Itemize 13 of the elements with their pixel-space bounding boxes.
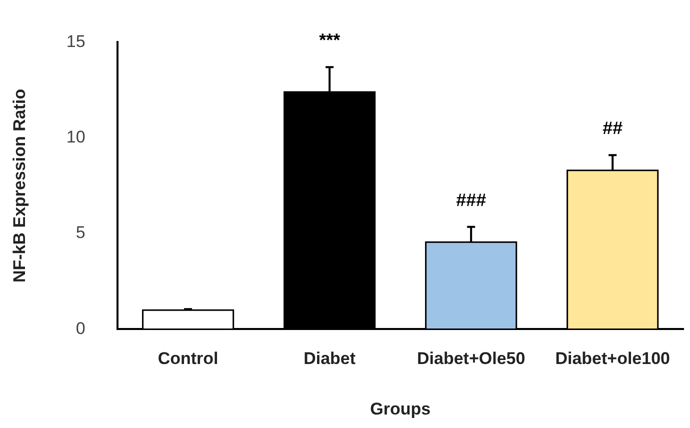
y-tick-label: 10 <box>66 128 86 147</box>
annotation: ### <box>456 190 486 210</box>
y-tick-label: 0 <box>76 318 86 338</box>
x-tick-label: Diabet+ole100 <box>555 349 670 368</box>
x-tick-label: Diabet <box>304 349 356 368</box>
x-tick-label: Control <box>158 349 218 368</box>
x-tick-label: Diabet+Ole50 <box>416 349 526 368</box>
y-tick-label: 15 <box>66 32 86 51</box>
annotation: *** <box>319 30 340 50</box>
x-axis-title: Groups <box>370 399 431 418</box>
annotation: ## <box>602 118 623 138</box>
y-tick-label: 5 <box>76 223 86 242</box>
y-axis-title: NF-kB Expression Ratio <box>10 88 29 283</box>
